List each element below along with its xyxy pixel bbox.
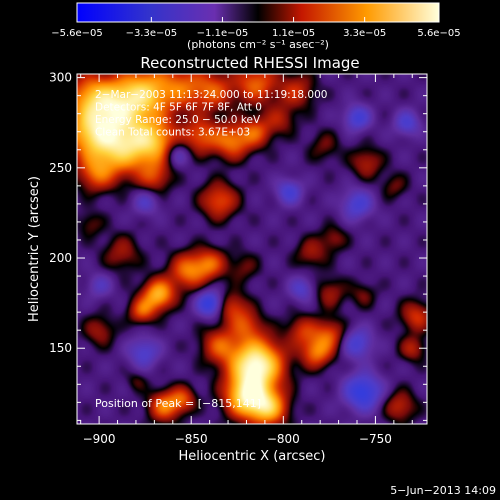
y-tick-label: 200 <box>49 251 72 265</box>
x-tick-label: −750 <box>359 432 392 446</box>
x-tick-label: −800 <box>267 432 300 446</box>
colorbar-tick-labels: −5.6e−05 −3.3e−05 −1.1e−05 1.1e−05 3.3e−05 5.… <box>51 28 460 39</box>
y-axis-tick-labels: 150 200 250 300 <box>49 71 72 356</box>
colorbar-tick-label: 3.3e−05 <box>343 28 386 39</box>
colorbar-tick-label: −1.1e−05 <box>197 28 249 39</box>
y-tick-label: 300 <box>49 71 72 85</box>
colorbar-ticks <box>76 17 440 22</box>
plot-frame <box>76 73 428 425</box>
colorbar <box>76 2 440 23</box>
x-axis-ticks <box>80 74 413 424</box>
y-axis-ticks <box>77 77 427 421</box>
timestamp: 5−Jun−2013 14:09 <box>390 484 496 497</box>
y-tick-label: 250 <box>49 161 72 175</box>
chart-title: Reconstructed RHESSI Image <box>140 54 359 72</box>
peak-annotation: Position of Peak = [−815,141] <box>95 397 261 410</box>
heatmap-image-wrapper <box>77 74 427 424</box>
annotations: 2−Mar−2003 11:13:24.000 to 11:19:18.000D… <box>95 89 327 139</box>
colorbar-tick-label: 5.6e−05 <box>417 28 460 39</box>
heatmap-image <box>77 74 427 424</box>
annotation-line: Clean Total counts: 3.67E+03 <box>95 127 250 139</box>
colorbar-tick-label: −5.6e−05 <box>51 28 103 39</box>
colorbar-unit-label: (photons cm⁻² s⁻¹ asec⁻²) <box>187 38 329 51</box>
y-tick-label: 150 <box>49 341 72 355</box>
annotation-line: Energy Range: 25.0 − 50.0 keV <box>95 114 261 126</box>
x-axis-tick-labels: −900 −850 −800 −750 <box>83 432 392 446</box>
x-axis-title: Heliocentric X (arcsec) <box>179 449 326 464</box>
y-axis-title: Heliocentric Y (arcsec) <box>27 176 42 322</box>
colorbar-tick-label: −3.3e−05 <box>126 28 178 39</box>
annotation-line: 2−Mar−2003 11:13:24.000 to 11:19:18.000 <box>95 89 327 101</box>
annotation-line: Detectors: 4F 5F 6F 7F 8F, Att 0 <box>95 102 262 114</box>
colorbar-tick-label: 1.1e−05 <box>272 28 315 39</box>
x-tick-label: −850 <box>175 432 208 446</box>
x-tick-label: −900 <box>83 432 116 446</box>
